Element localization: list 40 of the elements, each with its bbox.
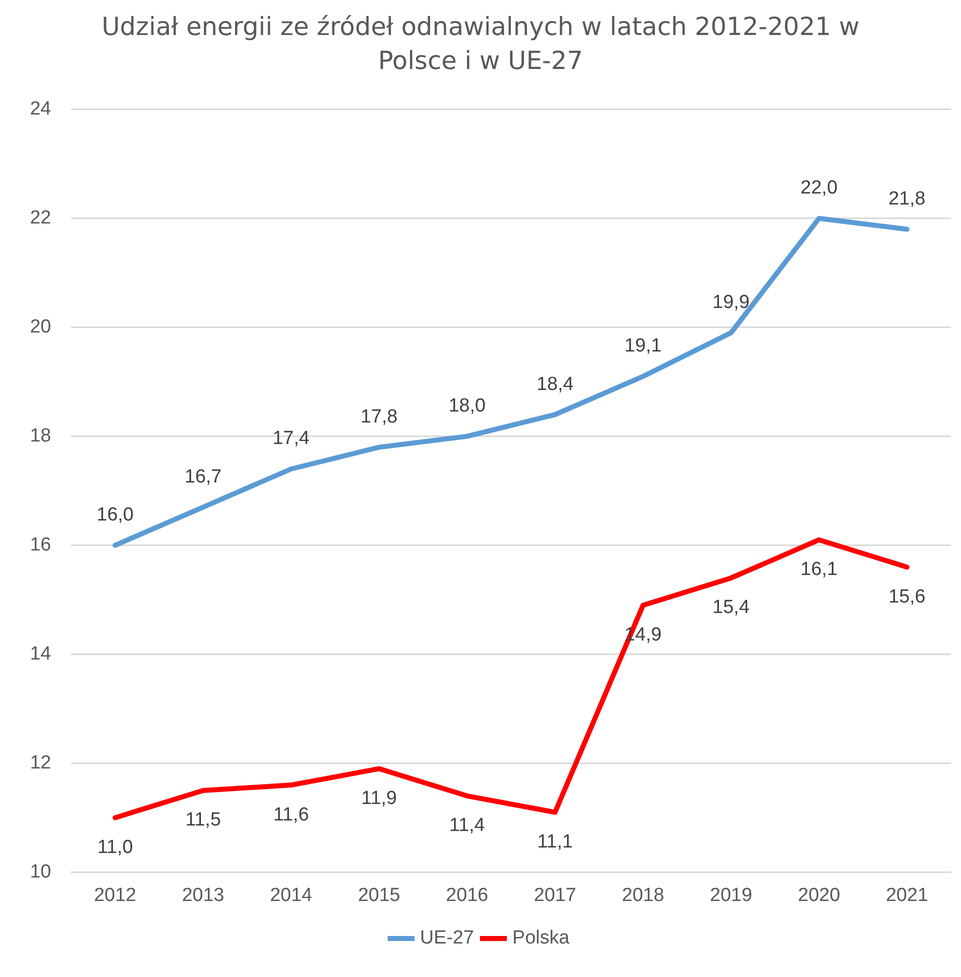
data-label: 11,0 bbox=[97, 836, 133, 858]
y-tick-label: 18 bbox=[30, 426, 52, 447]
x-tick-label: 2020 bbox=[798, 884, 840, 906]
legend-label: UE-27 bbox=[420, 928, 474, 949]
data-label: 16,7 bbox=[184, 466, 222, 488]
x-tick-label: 2016 bbox=[446, 884, 488, 906]
y-tick-label: 20 bbox=[30, 316, 52, 338]
x-tick-label: 2012 bbox=[94, 884, 136, 906]
data-label: 19,1 bbox=[624, 336, 662, 357]
x-tick-label: 2018 bbox=[622, 884, 664, 906]
y-tick-label: 24 bbox=[30, 98, 52, 120]
y-tick-label: 14 bbox=[30, 643, 52, 664]
x-tick-label: 2017 bbox=[534, 884, 576, 906]
chart-title: Udział energii ze źródeł odnawialnych w latach 2012-2021 w Polsce i w UE-27 bbox=[100, 11, 860, 77]
data-label: 15,6 bbox=[888, 586, 926, 608]
y-tick-label: 16 bbox=[30, 534, 52, 556]
data-label: 22,0 bbox=[800, 178, 838, 199]
data-label: 11,6 bbox=[273, 804, 309, 826]
y-tick-label: 10 bbox=[30, 861, 52, 882]
x-tick-label: 2015 bbox=[358, 884, 400, 906]
x-tick-label: 2014 bbox=[270, 884, 313, 906]
x-tick-label: 2021 bbox=[886, 884, 928, 906]
data-label: 16,0 bbox=[96, 504, 134, 526]
data-label: 19,9 bbox=[712, 292, 750, 314]
data-label: 17,8 bbox=[360, 406, 398, 428]
y-tick-label: 22 bbox=[30, 208, 52, 229]
legend-label: Polska bbox=[512, 928, 570, 949]
x-tick-label: 2013 bbox=[182, 884, 224, 906]
data-label: 11,4 bbox=[449, 815, 486, 836]
data-label: 17,4 bbox=[272, 428, 310, 450]
data-label: 15,4 bbox=[712, 597, 750, 618]
data-label: 16,1 bbox=[800, 559, 838, 580]
y-tick-label: 12 bbox=[30, 752, 52, 774]
x-tick-label: 2019 bbox=[710, 884, 752, 906]
data-label: 11,5 bbox=[185, 810, 221, 831]
data-label: 11,1 bbox=[537, 832, 573, 852]
data-label: 18,4 bbox=[536, 374, 574, 395]
data-label: 11,9 bbox=[361, 788, 397, 809]
data-label: 18,0 bbox=[448, 396, 486, 417]
data-label: 21,8 bbox=[888, 188, 926, 210]
